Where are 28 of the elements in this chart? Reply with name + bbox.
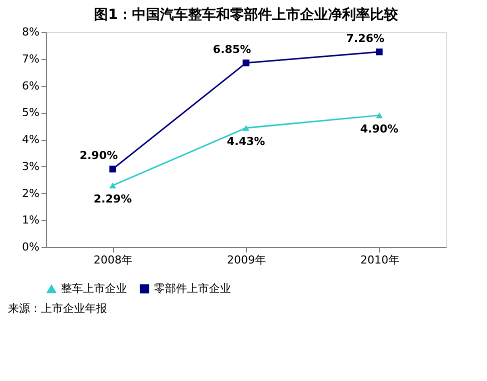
x-tick-label: 2008年 (94, 254, 133, 266)
y-tick-label: 6% (22, 79, 40, 92)
data-label: 2.29% (94, 192, 132, 206)
point (109, 182, 116, 188)
y-tick-label: 8% (22, 26, 40, 38)
point (376, 112, 383, 118)
data-label: 4.43% (226, 134, 266, 148)
data-label: 2.90% (80, 149, 118, 162)
legend-label: 整车上市企业 (61, 282, 127, 296)
point (376, 48, 383, 56)
x-tick-label: 2009年 (227, 254, 266, 266)
y-tick-label: 0% (22, 240, 40, 254)
point (242, 60, 250, 66)
legend-label: 零部件上市企业 (154, 282, 231, 295)
y-tick-label: 3% (22, 160, 40, 173)
y-tick-label: 1% (22, 214, 40, 227)
data-label: 7.26% (346, 32, 384, 45)
y-tick-label: 4% (22, 133, 40, 146)
point (242, 125, 250, 131)
y-tick-label: 7% (22, 52, 40, 66)
y-tick-label: 2% (22, 186, 40, 200)
data-label: 4.90% (360, 122, 398, 136)
point (109, 166, 116, 172)
y-tick-label: 5% (22, 106, 40, 120)
chart-title: 图1：中国汽车整车和零部件上市企业净利率比较 (94, 6, 399, 23)
x-tick-label: 2010年 (360, 254, 400, 266)
source-note: 来源：上市企业年报 (8, 302, 107, 315)
data-label: 6.85% (212, 42, 252, 56)
